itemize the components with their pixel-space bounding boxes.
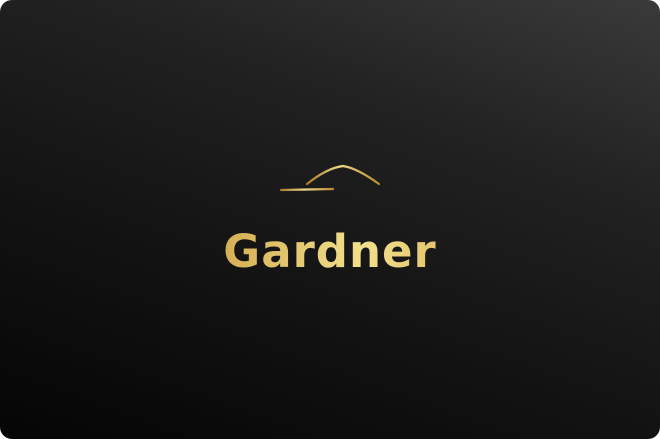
brand-name: Gardner — [0, 222, 660, 282]
house-roof-icon — [279, 164, 381, 209]
